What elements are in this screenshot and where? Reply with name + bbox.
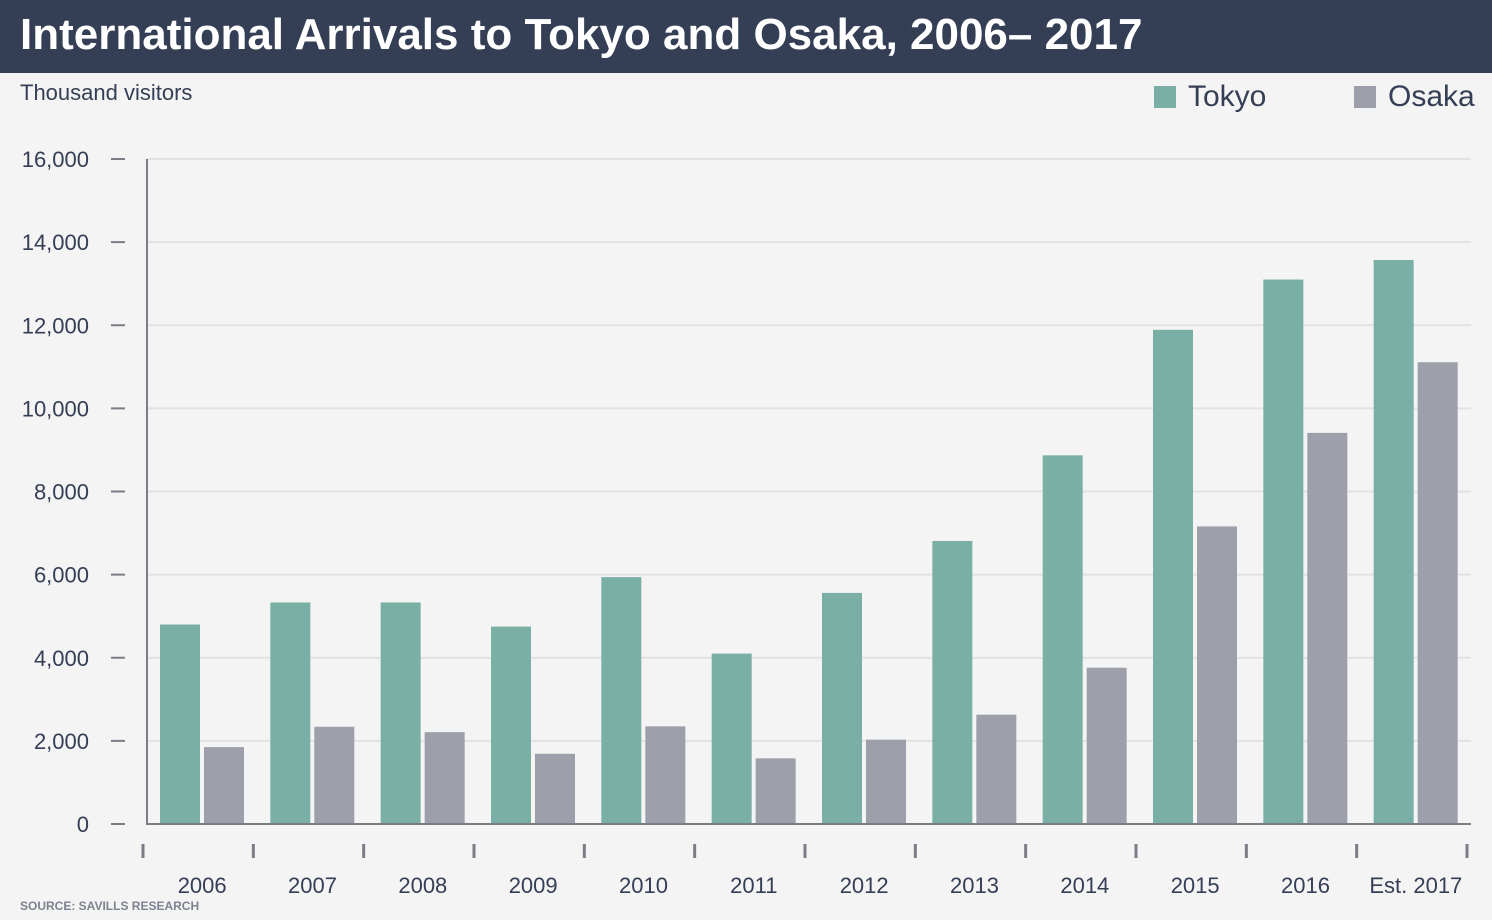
x-tick-label: 2016 xyxy=(1281,873,1330,898)
bar-osaka-est-2017 xyxy=(1417,362,1458,824)
y-tick-label: 0 xyxy=(77,812,89,837)
legend-swatch-osaka xyxy=(1354,86,1376,108)
bar-tokyo-2014 xyxy=(1042,455,1083,824)
bar-osaka-2014 xyxy=(1086,667,1127,824)
x-tick-label: 2014 xyxy=(1060,873,1109,898)
bar-osaka-2010 xyxy=(645,726,686,824)
legend-item-osaka: Osaka xyxy=(1354,80,1475,114)
bar-osaka-2013 xyxy=(976,714,1017,824)
x-tick-label: 2006 xyxy=(178,873,227,898)
bar-osaka-2011 xyxy=(755,758,796,824)
legend-item-tokyo: Tokyo xyxy=(1154,80,1266,114)
bar-osaka-2012 xyxy=(866,739,906,824)
y-tick-label: 8,000 xyxy=(34,480,89,505)
bar-tokyo-2013 xyxy=(932,540,973,824)
x-tick-label: 2012 xyxy=(840,873,889,898)
legend-label-tokyo: Tokyo xyxy=(1188,80,1267,113)
source-note: SOURCE: SAVILLS RESEARCH xyxy=(20,899,200,913)
x-tick-label: 2013 xyxy=(950,873,999,898)
bar-tokyo-2007 xyxy=(270,602,311,824)
bar-tokyo-2010 xyxy=(601,577,642,824)
bar-tokyo-2011 xyxy=(711,653,752,824)
bar-osaka-2015 xyxy=(1197,526,1237,824)
bar-tokyo-2012 xyxy=(822,592,862,824)
bar-tokyo-est-2017 xyxy=(1373,259,1414,824)
y-tick-label: 2,000 xyxy=(34,729,89,754)
x-tick-label: 2011 xyxy=(730,873,777,898)
x-tick-label: 2010 xyxy=(619,873,668,898)
x-tick-label: 2007 xyxy=(288,873,337,898)
bar-osaka-2016 xyxy=(1307,432,1348,824)
y-tick-label: 14,000 xyxy=(22,230,89,255)
title-bar: International Arrivals to Tokyo and Osak… xyxy=(0,0,1492,73)
y-tick-label: 10,000 xyxy=(22,396,89,421)
legend-label-osaka: Osaka xyxy=(1388,80,1475,113)
bar-osaka-2009 xyxy=(535,753,575,824)
x-tick-label: 2015 xyxy=(1171,873,1220,898)
bar-tokyo-2015 xyxy=(1153,329,1193,824)
bar-osaka-2006 xyxy=(204,747,244,824)
bar-tokyo-2016 xyxy=(1263,279,1304,824)
x-tick-label: Est. 2017 xyxy=(1369,873,1462,898)
x-tick-label: 2009 xyxy=(509,873,558,898)
bar-tokyo-2009 xyxy=(491,626,531,824)
legend-swatch-tokyo xyxy=(1154,86,1176,108)
y-tick-label: 12,000 xyxy=(22,313,89,338)
y-tick-label: 4,000 xyxy=(34,646,89,671)
x-tick-label: 2008 xyxy=(398,873,447,898)
y-tick-label: 16,000 xyxy=(22,147,89,172)
bar-tokyo-2008 xyxy=(380,602,421,824)
y-tick-label: 6,000 xyxy=(34,563,89,588)
bar-osaka-2007 xyxy=(314,726,355,824)
chart-title: International Arrivals to Tokyo and Osak… xyxy=(20,10,1143,59)
bar-tokyo-2006 xyxy=(160,624,200,824)
bar-osaka-2008 xyxy=(424,732,465,824)
y-axis-unit-label: Thousand visitors xyxy=(20,80,193,105)
